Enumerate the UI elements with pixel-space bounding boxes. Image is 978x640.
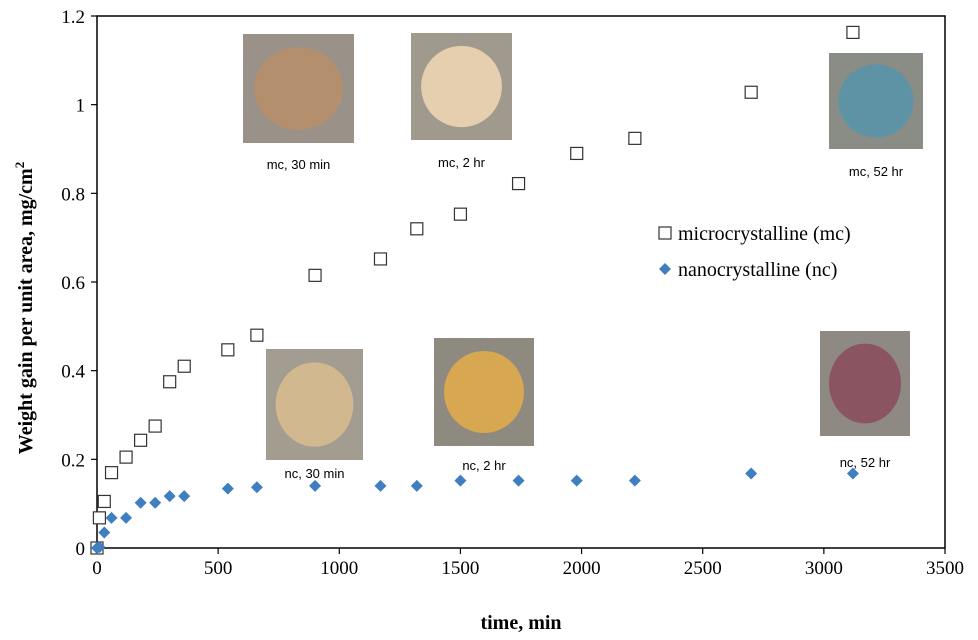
nc-data-point bbox=[120, 511, 133, 524]
mc-data-point bbox=[92, 511, 107, 525]
nc-data-point bbox=[454, 474, 467, 487]
mc-data-point bbox=[410, 222, 424, 236]
photo-caption: mc, 52 hr bbox=[849, 164, 904, 179]
x-tick-label: 2000 bbox=[563, 558, 601, 579]
x-tick-label: 1500 bbox=[441, 558, 479, 579]
photo-caption: nc, 2 hr bbox=[462, 458, 506, 473]
inset-photos: mc, 30 min mc, 2 hr mc, 52 hr nc, 30 min nc,… bbox=[243, 33, 923, 481]
sample-disc bbox=[275, 362, 354, 447]
y-tick-label: 0.8 bbox=[61, 184, 85, 205]
photo-caption: nc, 52 hr bbox=[840, 455, 891, 470]
nc-data-point bbox=[98, 526, 111, 539]
x-tick-label: 1000 bbox=[320, 558, 358, 579]
mc-data-point bbox=[148, 419, 162, 433]
mc-data-point bbox=[221, 343, 235, 357]
mc-data-point bbox=[104, 466, 119, 480]
legend-label-nanocrystalline: nanocrystalline (nc) bbox=[678, 259, 837, 281]
mc-data-point bbox=[134, 433, 148, 447]
mc-data-point bbox=[846, 25, 860, 40]
y-axis-ticks: 0 0.2 0.4 0.6 0.8 1 1.2 bbox=[61, 7, 97, 560]
y-tick-label: 0.4 bbox=[61, 362, 85, 383]
mc-data-point bbox=[250, 328, 264, 342]
mc-data-point bbox=[177, 359, 191, 373]
y-axis-title-text: Weight gain per unit area, mg/cm bbox=[15, 168, 37, 454]
mc-data-point bbox=[570, 146, 584, 161]
inset-photo: mc, 52 hr bbox=[829, 53, 923, 179]
inset-photo: nc, 2 hr bbox=[434, 338, 534, 473]
sample-disc bbox=[829, 343, 901, 424]
nc-data-point bbox=[149, 496, 162, 509]
y-axis-title: Weight gain per unit area, mg/cm2 bbox=[12, 162, 37, 454]
mc-data-point bbox=[97, 494, 111, 509]
nc-data-point bbox=[374, 479, 387, 492]
y-tick-label: 0.6 bbox=[61, 273, 85, 294]
mc-data-point bbox=[308, 268, 322, 282]
mc-data-point bbox=[453, 207, 468, 221]
y-tick-label: 0.2 bbox=[61, 450, 85, 471]
series-nanocrystalline bbox=[91, 467, 859, 554]
x-axis-title: time, min bbox=[480, 612, 561, 634]
mc-data-point bbox=[163, 375, 177, 389]
y-tick-label: 1 bbox=[76, 96, 86, 117]
x-tick-label: 2500 bbox=[684, 558, 722, 579]
nc-data-point bbox=[105, 511, 118, 524]
x-tick-label: 500 bbox=[204, 558, 233, 579]
nc-data-point bbox=[410, 479, 423, 492]
inset-photo: mc, 30 min bbox=[243, 34, 354, 172]
legend-label-microcrystalline: microcrystalline (mc) bbox=[678, 223, 851, 245]
y-axis-title-superscript: 2 bbox=[12, 162, 27, 169]
legend: microcrystalline (mc) nanocrystalline (n… bbox=[658, 223, 851, 281]
mc-data-point bbox=[744, 85, 758, 99]
y-tick-label: 1.2 bbox=[61, 7, 85, 28]
legend-marker-nanocrystalline bbox=[659, 263, 671, 275]
nc-data-point bbox=[163, 490, 176, 503]
x-tick-label: 0 bbox=[92, 558, 102, 579]
nc-data-point bbox=[570, 474, 583, 487]
inset-photo: mc, 2 hr bbox=[411, 33, 512, 170]
mc-data-point bbox=[373, 252, 388, 266]
nc-data-point bbox=[93, 541, 106, 554]
sample-disc bbox=[421, 45, 502, 128]
legend-marker-microcrystalline bbox=[658, 226, 672, 240]
nc-data-point bbox=[512, 474, 525, 487]
nc-data-point bbox=[309, 479, 322, 492]
sample-disc bbox=[838, 64, 914, 138]
x-tick-label: 3000 bbox=[805, 558, 843, 579]
mc-data-point bbox=[628, 131, 642, 145]
plot-area bbox=[96, 15, 946, 549]
mc-data-point bbox=[511, 176, 526, 191]
y-tick-label: 0 bbox=[76, 539, 86, 560]
photo-caption: mc, 30 min bbox=[267, 157, 331, 172]
inset-photo: nc, 52 hr bbox=[820, 331, 910, 470]
nc-data-point bbox=[134, 496, 147, 509]
inset-photo: nc, 30 min bbox=[266, 349, 363, 481]
nc-data-point bbox=[846, 467, 859, 480]
photo-caption: mc, 2 hr bbox=[438, 155, 486, 170]
x-axis-ticks: 0 500 1000 1500 2000 2500 3000 3500 bbox=[92, 548, 964, 579]
nc-data-point bbox=[178, 490, 191, 503]
mc-data-point bbox=[119, 450, 133, 464]
sample-disc bbox=[254, 47, 343, 130]
series-microcrystalline bbox=[90, 25, 860, 555]
x-tick-label: 3500 bbox=[926, 558, 964, 579]
nc-data-point bbox=[628, 474, 641, 487]
sample-disc bbox=[444, 350, 524, 434]
photo-caption: nc, 30 min bbox=[285, 466, 345, 481]
nc-data-point bbox=[745, 467, 758, 480]
nc-data-point bbox=[221, 482, 234, 495]
nc-data-point bbox=[250, 481, 263, 494]
